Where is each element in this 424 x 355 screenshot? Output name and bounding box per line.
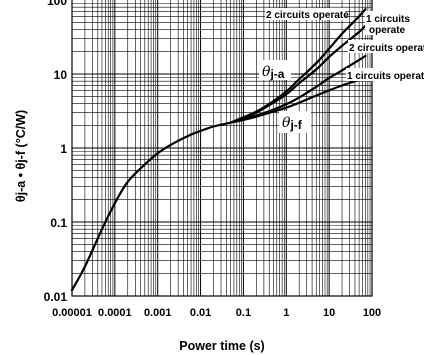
jf-1circ-bg [346, 68, 424, 81]
ja-1circ-bg [365, 11, 413, 35]
x-tick-label: 0.1 [236, 307, 251, 319]
theta-jf-sub: j-f [289, 118, 302, 132]
y-tick-label: 100 [47, 0, 67, 8]
theta-ja-label: θj-a [262, 64, 285, 81]
x-tick-label: 0.0001 [98, 307, 132, 319]
jf-2circ-label: 2 circuits operate [349, 43, 424, 54]
theta-ja-bg [259, 60, 291, 80]
plot-frame [71, 0, 373, 297]
series-line-4 [229, 77, 367, 124]
theta-jf-label: θj-f [282, 115, 303, 132]
series-line-2 [229, 24, 367, 124]
ja-1circ-label-2: operate [369, 25, 406, 36]
y-tick-label: 0.01 [44, 290, 68, 304]
jf-2circ-bg [348, 40, 422, 53]
y-axis-label: θj-a • θj-f (°C/W) [14, 110, 28, 202]
curves [70, 8, 367, 292]
x-tick-label: 0.00001 [52, 307, 92, 319]
ja-1circ-label-1: 1 circuits [366, 14, 410, 25]
series-line-0 [70, 121, 232, 292]
theta-ja-sub: j-a [269, 67, 284, 81]
grid [71, 0, 372, 297]
y-tick-label: 1 [60, 142, 67, 156]
x-axis-label: Power time (s) [179, 339, 264, 353]
tick-labels: 0.01 0.1 1 10 100 0.00001 0.0001 0.001 0.01 0.1 1 1… [44, 0, 382, 319]
ja-2circ-label: 2 circuits operate [266, 10, 349, 21]
annotations: 2 circuits operate 1 circuits operate 2 … [259, 8, 424, 133]
jf-1circ-label: 1 circuits operate [347, 71, 424, 82]
x-tick-label: 10 [323, 307, 335, 319]
theta-ja-symbol: θ [262, 64, 271, 80]
x-tick-label: 1 [283, 307, 289, 319]
theta-jf-symbol: θ [282, 115, 291, 131]
x-tick-label: 100 [363, 307, 381, 319]
y-tick-label: 0.1 [50, 216, 67, 230]
ja-2circ-bg [265, 8, 345, 20]
theta-jf-bg [279, 111, 311, 133]
y-tick-label: 10 [54, 68, 68, 82]
x-tick-label: 0.001 [144, 307, 172, 319]
series-line-1 [229, 8, 367, 124]
x-tick-label: 0.01 [190, 307, 211, 319]
